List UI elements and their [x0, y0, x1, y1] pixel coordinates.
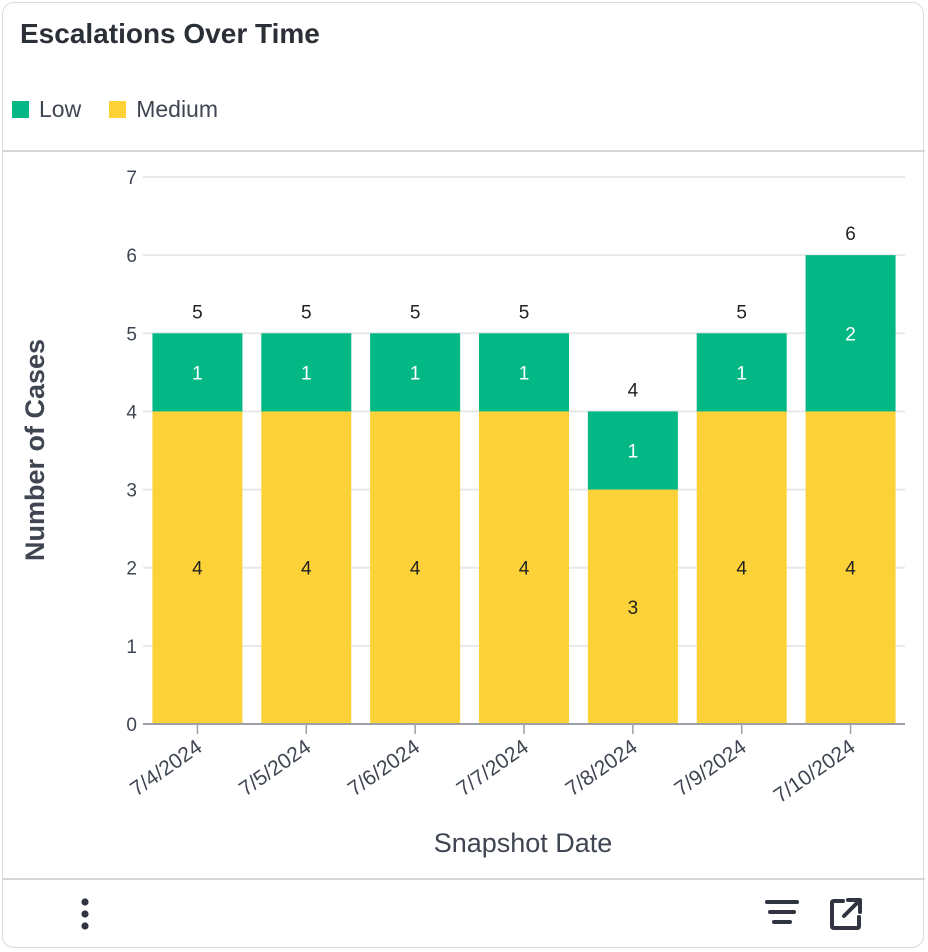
bar-value-label-low: 1	[410, 363, 421, 384]
y-tick-label: 7	[126, 168, 137, 189]
bar-low	[261, 333, 352, 412]
bar-medium	[370, 411, 461, 724]
x-tick-label: 7/6/2024	[344, 735, 424, 801]
bar-medium	[805, 411, 896, 724]
bar-value-label-low: 1	[519, 363, 530, 384]
chart-title: Escalations Over Time	[20, 18, 320, 49]
bar-total-label: 5	[410, 302, 421, 323]
bar-value-label-medium: 4	[410, 559, 421, 580]
x-tick-label: 7/5/2024	[235, 735, 315, 801]
y-tick-label: 6	[126, 246, 137, 267]
legend: Low Medium	[12, 96, 218, 123]
stacked-bar-chart: 0 1 2 3 4 5 6 7 4 1 5 7/4/2024 4 1 5 7/5/2024 4 1 5 7/6/202…	[20, 168, 905, 858]
bar-low	[696, 333, 787, 412]
bar-total-label: 5	[519, 302, 530, 323]
bar-value-label-low: 1	[628, 442, 639, 463]
legend-swatch-medium	[109, 101, 127, 118]
y-tick-label: 5	[126, 324, 137, 345]
bar-value-label-low: 1	[736, 363, 747, 384]
y-tick-label: 4	[126, 402, 137, 423]
bar-value-label-medium: 3	[628, 598, 639, 619]
header-divider	[3, 150, 925, 152]
x-axis-title: Snapshot Date	[434, 828, 613, 858]
bar-low	[587, 411, 678, 490]
bar-total-label: 6	[845, 224, 856, 245]
legend-item-low[interactable]: Low	[12, 96, 81, 123]
bar-value-label-medium: 4	[845, 559, 856, 580]
bar-total-label: 5	[736, 302, 747, 323]
legend-label-medium: Medium	[136, 96, 219, 122]
y-tick-label: 1	[126, 637, 137, 658]
bar-low	[370, 333, 461, 412]
footer-divider	[3, 878, 925, 880]
y-tick-label: 3	[126, 481, 137, 502]
bar-medium	[479, 411, 569, 724]
bar-low	[152, 333, 243, 412]
filter-lines-icon[interactable]	[764, 898, 800, 930]
bar-medium	[261, 411, 352, 724]
x-tick-label: 7/10/2024	[770, 735, 860, 808]
bar-total-label: 4	[628, 380, 639, 401]
bar-medium	[152, 411, 243, 724]
bar-value-label-medium: 4	[301, 559, 312, 580]
bar-value-label-medium: 4	[192, 559, 203, 580]
y-tick-label: 0	[126, 715, 137, 736]
x-tick-label: 7/8/2024	[562, 735, 642, 801]
x-tick-label: 7/4/2024	[126, 735, 206, 801]
y-axis-title: Number of Cases	[20, 339, 50, 561]
bar-low	[805, 255, 896, 412]
bar-medium	[696, 411, 787, 724]
legend-swatch-low	[12, 101, 29, 118]
bar-medium	[587, 489, 678, 724]
bar-total-label: 5	[301, 302, 312, 323]
legend-item-medium[interactable]: Medium	[109, 96, 218, 123]
bar-total-label: 5	[192, 302, 203, 323]
bar-value-label-medium: 4	[736, 559, 747, 580]
bar-low	[479, 333, 569, 412]
bar-value-label-low: 1	[301, 363, 312, 384]
bar-value-label-medium: 4	[519, 559, 530, 580]
bar-value-label-low: 1	[192, 363, 203, 384]
x-tick-label: 7/7/2024	[453, 735, 533, 801]
bar-value-label-low: 2	[845, 324, 856, 345]
x-tick-label: 7/9/2024	[670, 735, 750, 801]
more-vertical-icon[interactable]	[72, 896, 98, 934]
y-tick-label: 2	[126, 559, 137, 580]
open-external-icon[interactable]	[828, 896, 864, 932]
legend-label-low: Low	[39, 96, 82, 122]
